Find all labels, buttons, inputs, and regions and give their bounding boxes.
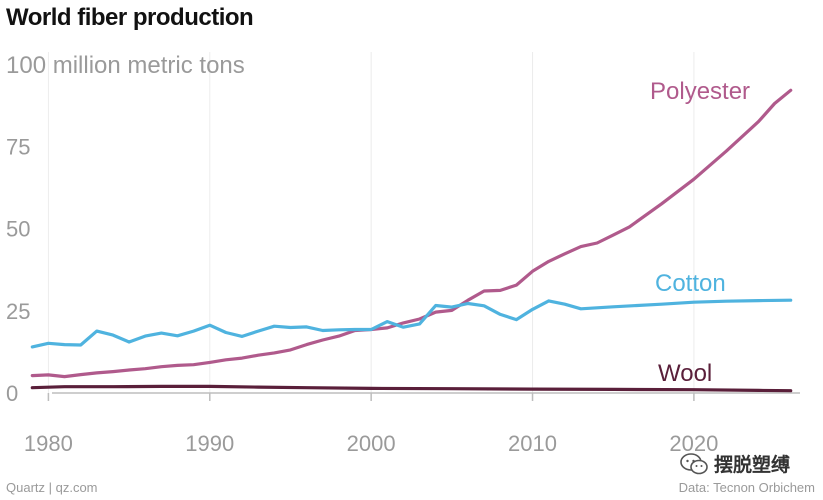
series-line-cotton [30,298,793,349]
x-tick-label-2020: 2020 [669,431,718,456]
data-credit: Data: Tecnon Orbichem [678,480,815,495]
y-tick-label-0: 0 [6,381,18,406]
watermark-text: 摆脱塑缚 [714,455,791,476]
series-label-cotton: Cotton [655,270,726,297]
x-tick-label-1980: 1980 [24,431,73,456]
chart-title: World fiber production [6,4,254,31]
series-layer [30,88,793,393]
x-tick-label-2010: 2010 [508,431,557,456]
y-tick-label-50: 50 [6,217,30,242]
label-layer: Polyester Cotton Wool [650,78,750,387]
x-tick-label-2000: 2000 [347,431,396,456]
y-tick-label-25: 25 [6,299,30,324]
y-unit-label: 100 million metric tons [6,52,245,79]
wechat-icon [680,452,708,474]
series-label-wool: Wool [658,360,712,387]
y-tick-label-75: 75 [6,134,30,159]
series-line-polyester [30,88,793,379]
watermark: 摆脱塑缚 [680,450,790,477]
source-credit: Quartz | qz.com [6,480,98,495]
x-tick-label-1990: 1990 [185,431,234,456]
axis-layer: 1980 1990 2000 2010 2020 0 25 50 75 100 million m… [6,52,800,456]
series-line-wool [30,384,793,393]
series-label-polyester: Polyester [650,78,750,105]
grid-layer [47,52,695,393]
